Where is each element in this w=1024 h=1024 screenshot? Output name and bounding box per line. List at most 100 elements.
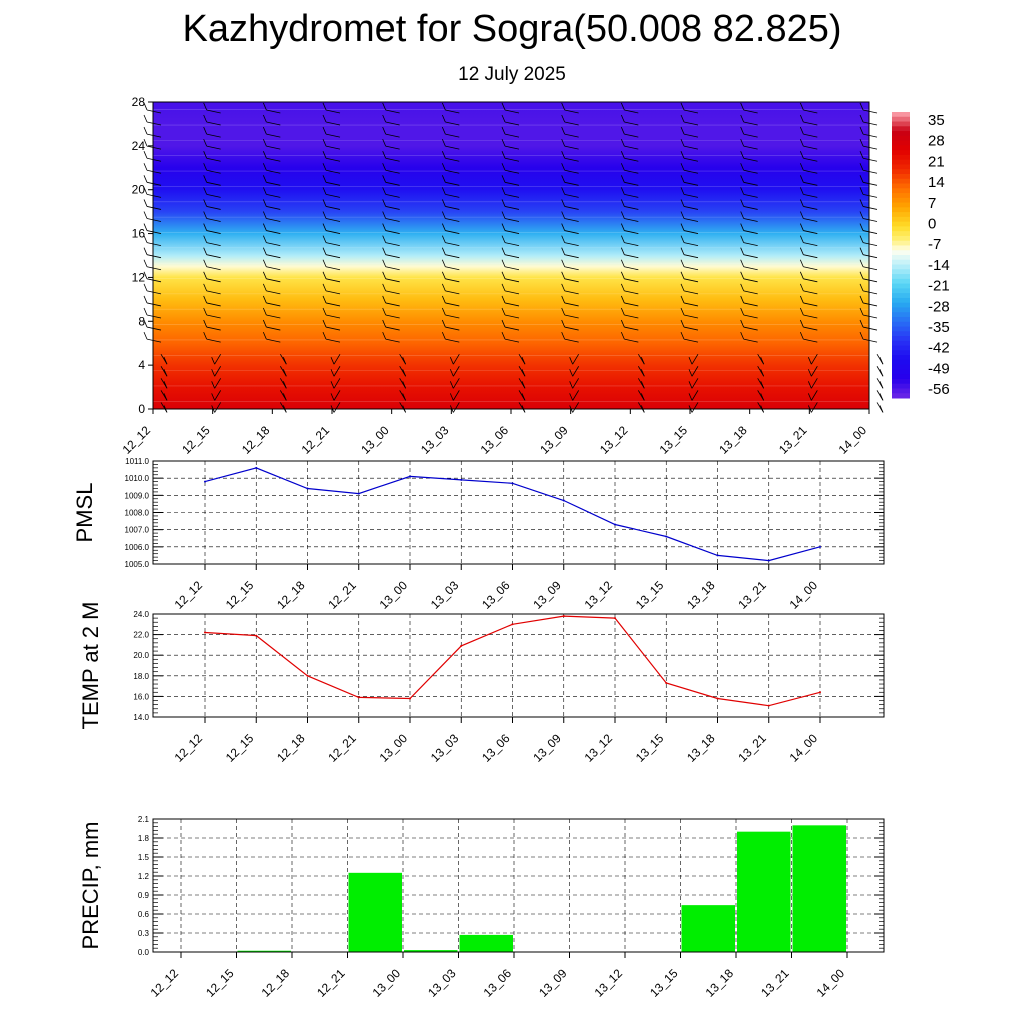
wind-barb: [564, 254, 579, 259]
wind-barb-flag: [441, 235, 446, 243]
wind-barb: [385, 133, 400, 138]
wind-barb-flag: [521, 369, 526, 377]
wind-barb-flag: [382, 199, 387, 207]
wind-barb: [206, 121, 221, 126]
wind-barb-flag: [740, 295, 745, 304]
wind-barb: [624, 290, 639, 295]
wind-barb-flag: [561, 247, 566, 255]
wind-barb: [146, 266, 162, 271]
wind-barb-flag: [501, 271, 506, 279]
wind-barb-flag: [859, 295, 864, 304]
wind-barb: [452, 390, 460, 401]
wind-barb-flag: [561, 199, 566, 207]
wind-barb-flag: [382, 187, 387, 195]
y-tick-label: 1006.0: [125, 543, 150, 552]
wind-barb-flag: [561, 138, 566, 147]
wind-barb: [266, 278, 281, 283]
colorbar-cell: [892, 374, 910, 380]
wind-barb-flag: [441, 187, 446, 195]
wind-barb-flag: [569, 393, 574, 401]
wind-barb: [504, 326, 520, 331]
wind-barb-flag: [143, 175, 148, 183]
wind-barb-flag: [441, 283, 446, 292]
wind-barb: [803, 314, 818, 319]
wind-barb-flag: [620, 199, 625, 207]
wind-barb: [691, 402, 699, 413]
wind-barb: [146, 109, 162, 114]
wind-barb-flag: [449, 357, 454, 365]
wind-barb-flag: [382, 163, 387, 171]
colorbar-label: -7: [928, 236, 941, 253]
colorbar-label: -14: [928, 257, 950, 274]
wind-barb: [385, 242, 400, 247]
wind-barb-flag: [203, 199, 208, 207]
wind-barb: [624, 109, 639, 114]
wind-barb: [683, 302, 699, 307]
wind-barb: [445, 302, 460, 307]
wind-barb-flag: [501, 151, 506, 159]
wind-barb-flag: [262, 163, 267, 171]
x-tick-label: 13_12: [592, 966, 626, 1000]
wind-barb-flag: [441, 138, 446, 147]
wind-barb-flag: [501, 126, 506, 135]
wind-barb: [862, 290, 878, 295]
wind-barb-flag: [282, 369, 287, 377]
y-tick-label: 1009.0: [125, 491, 150, 500]
wind-barb: [445, 157, 460, 162]
y-tick-label: 0: [138, 402, 145, 416]
x-tick-label: 13_12: [597, 423, 631, 457]
wind-barb: [266, 169, 281, 174]
x-tick-label: 13_12: [582, 578, 616, 612]
wind-barb-flag: [203, 259, 208, 267]
wind-barb: [385, 169, 400, 174]
wind-barb-flag: [322, 283, 327, 292]
colorbar-cell: [892, 131, 910, 137]
wind-barb: [743, 157, 758, 162]
wind-barb-flag: [521, 381, 526, 389]
y-tick-label: 2.1: [138, 815, 150, 824]
x-tick-label: 12_21: [299, 423, 333, 457]
colorbar-label: -56: [928, 381, 950, 398]
wind-barb-flag: [501, 102, 506, 111]
wind-barb-flag: [262, 175, 267, 183]
wind-barb: [266, 133, 281, 138]
colorbar-label: -49: [928, 360, 950, 377]
colorbar-cell: [892, 112, 910, 118]
wind-barb-flag: [441, 163, 446, 171]
wind-barb-flag: [501, 307, 506, 316]
wind-barb: [206, 169, 221, 174]
wind-barb: [683, 218, 699, 222]
wind-barb-flag: [859, 199, 864, 207]
x-tick-label: 13_09: [536, 966, 570, 1000]
wind-barb: [683, 121, 699, 126]
wind-barb-flag: [620, 271, 625, 279]
wind-barb-flag: [640, 381, 645, 389]
wind-barb-flag: [441, 199, 446, 207]
x-tick-label: 13_21: [758, 966, 792, 1000]
colorbar-cell: [892, 207, 910, 213]
wind-barb: [445, 169, 460, 174]
x-tick-label: 13_00: [377, 731, 411, 765]
wind-barb-flag: [561, 331, 566, 340]
wind-barb-flag: [322, 223, 327, 231]
wind-barb: [452, 353, 460, 365]
pmsl-point: [460, 478, 463, 481]
wind-barb: [862, 266, 878, 271]
colorbar-cell: [892, 140, 910, 146]
y-tick-label: 0.9: [138, 891, 150, 900]
wind-barb: [803, 230, 818, 234]
wind-barb-flag: [330, 393, 335, 401]
wind-barb-flag: [740, 319, 745, 328]
wind-barb-flag: [143, 211, 148, 219]
panel-frame: [152, 818, 885, 953]
wind-barb: [385, 181, 400, 186]
wind-barb-flag: [620, 102, 625, 111]
wind-barb-flag: [680, 259, 685, 267]
x-tick-label: 13_06: [479, 578, 513, 612]
wind-barb: [564, 326, 579, 331]
wind-barb-flag: [262, 126, 267, 135]
wind-barb-flag: [501, 283, 506, 292]
wind-barb-flag: [143, 259, 148, 267]
wind-barb-flag: [859, 163, 864, 171]
wind-barb-flag: [680, 199, 685, 207]
